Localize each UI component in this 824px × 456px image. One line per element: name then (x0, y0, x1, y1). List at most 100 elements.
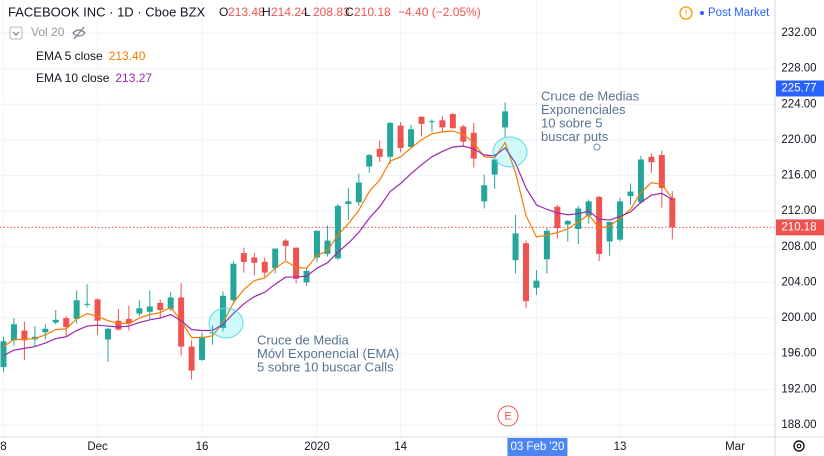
candle-body (554, 206, 561, 229)
candle-body (10, 324, 17, 341)
candle-body (533, 280, 540, 288)
event-marker-label: E (504, 410, 511, 422)
candle-body (293, 247, 300, 279)
candle-body (63, 318, 70, 327)
candle-body (0, 341, 7, 368)
collapse-toggle[interactable] (9, 26, 23, 40)
highlight-ellipse (208, 307, 244, 339)
y-tick-label: 196.00 (781, 348, 816, 360)
candle-body (408, 129, 415, 148)
annotation-line: Cruce de Medias (541, 88, 640, 103)
candle-body (146, 306, 153, 312)
candle-body (157, 302, 164, 311)
x-tick-label: 2020 (304, 441, 330, 453)
y-tick-label: 192.00 (781, 383, 816, 395)
alert-icon-mark: ! (685, 8, 688, 18)
crosshair-label-bg (507, 438, 568, 456)
candle-body (502, 111, 509, 128)
y-tick-label: 232.00 (781, 27, 816, 39)
legend-value: 213.40 (109, 49, 146, 63)
y-tick-label: 216.00 (781, 170, 816, 182)
candle-body (199, 336, 206, 360)
candle-body (355, 182, 362, 203)
legend: EMA 5 close 213.40 EMA 10 close 213.27 (36, 49, 152, 85)
price-tag-bg (776, 219, 824, 236)
session-dot (700, 11, 704, 15)
candle-body (105, 328, 111, 340)
candle-body (523, 243, 529, 302)
x-tick-label: 03 Feb '20 (510, 441, 564, 453)
y-tick-label: 200.00 (781, 312, 816, 324)
candle-body (84, 303, 91, 305)
volume-label: Vol 20 (31, 25, 65, 39)
ohlc-value: 208.83 (313, 5, 350, 19)
x-tick-label: 14 (394, 441, 407, 453)
candle-body (387, 122, 394, 157)
ohlc-key: H (262, 5, 271, 19)
candle-body (564, 220, 571, 225)
annotation-line: buscar puts (541, 129, 609, 144)
price-tag-bg (776, 80, 824, 97)
y-tick-label: 188.00 (781, 419, 816, 431)
candle-body (648, 156, 655, 163)
axes: 188.00 192.00 196.00 200.00 204.00 208.00 212.… (0, 27, 824, 456)
candle-body (617, 201, 624, 240)
ema-line (3, 145, 673, 357)
candle-body (418, 116, 425, 124)
candle-body (470, 132, 477, 159)
candle-body (73, 300, 80, 319)
settings-icon[interactable] (793, 440, 805, 452)
eye-slash (73, 26, 85, 40)
annotation-line: Móvl Exponencial (EMA) (257, 346, 399, 361)
y-tick-label: 224.00 (781, 98, 816, 110)
visibility-icon[interactable] (72, 26, 86, 40)
candle-body (188, 346, 195, 371)
x-tick-label: 8 (0, 441, 6, 453)
annotation-anchor (593, 143, 601, 151)
y-tick-label: 208.00 (781, 241, 816, 253)
ohlc-value: 213.48 (228, 5, 265, 19)
candle-body (115, 320, 122, 330)
candle-body (21, 330, 28, 341)
alert-icon[interactable] (679, 6, 693, 20)
candle-body (449, 114, 456, 129)
price-tag-label: 210.18 (781, 221, 816, 233)
ohlc-key: O (219, 5, 228, 19)
candle-body (314, 230, 320, 258)
candle-body (596, 196, 603, 254)
ohlc-key: C (345, 5, 354, 19)
candle-body (428, 121, 435, 123)
collapse-arrow (12, 31, 20, 36)
session-label[interactable]: Post Market (708, 7, 770, 19)
ohlc-header: O 213.48H 214.24L 208.83C 210.18 (219, 5, 391, 19)
gear-hub (796, 443, 802, 449)
y-tick-label: 204.00 (781, 276, 816, 288)
candle-body (230, 263, 237, 301)
candle-body (219, 295, 226, 328)
ohlc-value: 210.18 (354, 5, 391, 19)
candle-body (282, 240, 289, 246)
candle-body (167, 297, 174, 310)
annotation-line: 10 sobre 5 (541, 115, 602, 130)
candle-body (94, 299, 101, 321)
legend-label: EMA 10 close (36, 71, 110, 85)
x-tick-label: Mar (725, 441, 745, 453)
legend-label: EMA 5 close (36, 49, 103, 63)
gear-ring (793, 440, 805, 452)
event-marker (497, 405, 519, 427)
x-tick-label: 13 (614, 441, 627, 453)
y-tick-label: 228.00 (781, 63, 816, 75)
candle-body (366, 155, 373, 167)
candle-body (251, 257, 258, 263)
candle-body (397, 125, 404, 148)
candle-body (334, 205, 341, 259)
candle-body (575, 208, 582, 229)
plot-area: E (0, 102, 676, 427)
ema-line (3, 130, 673, 348)
y-tick-label: 212.00 (781, 205, 816, 217)
candle-body (345, 201, 352, 205)
annotation-line: Cruce de Media (257, 332, 350, 347)
